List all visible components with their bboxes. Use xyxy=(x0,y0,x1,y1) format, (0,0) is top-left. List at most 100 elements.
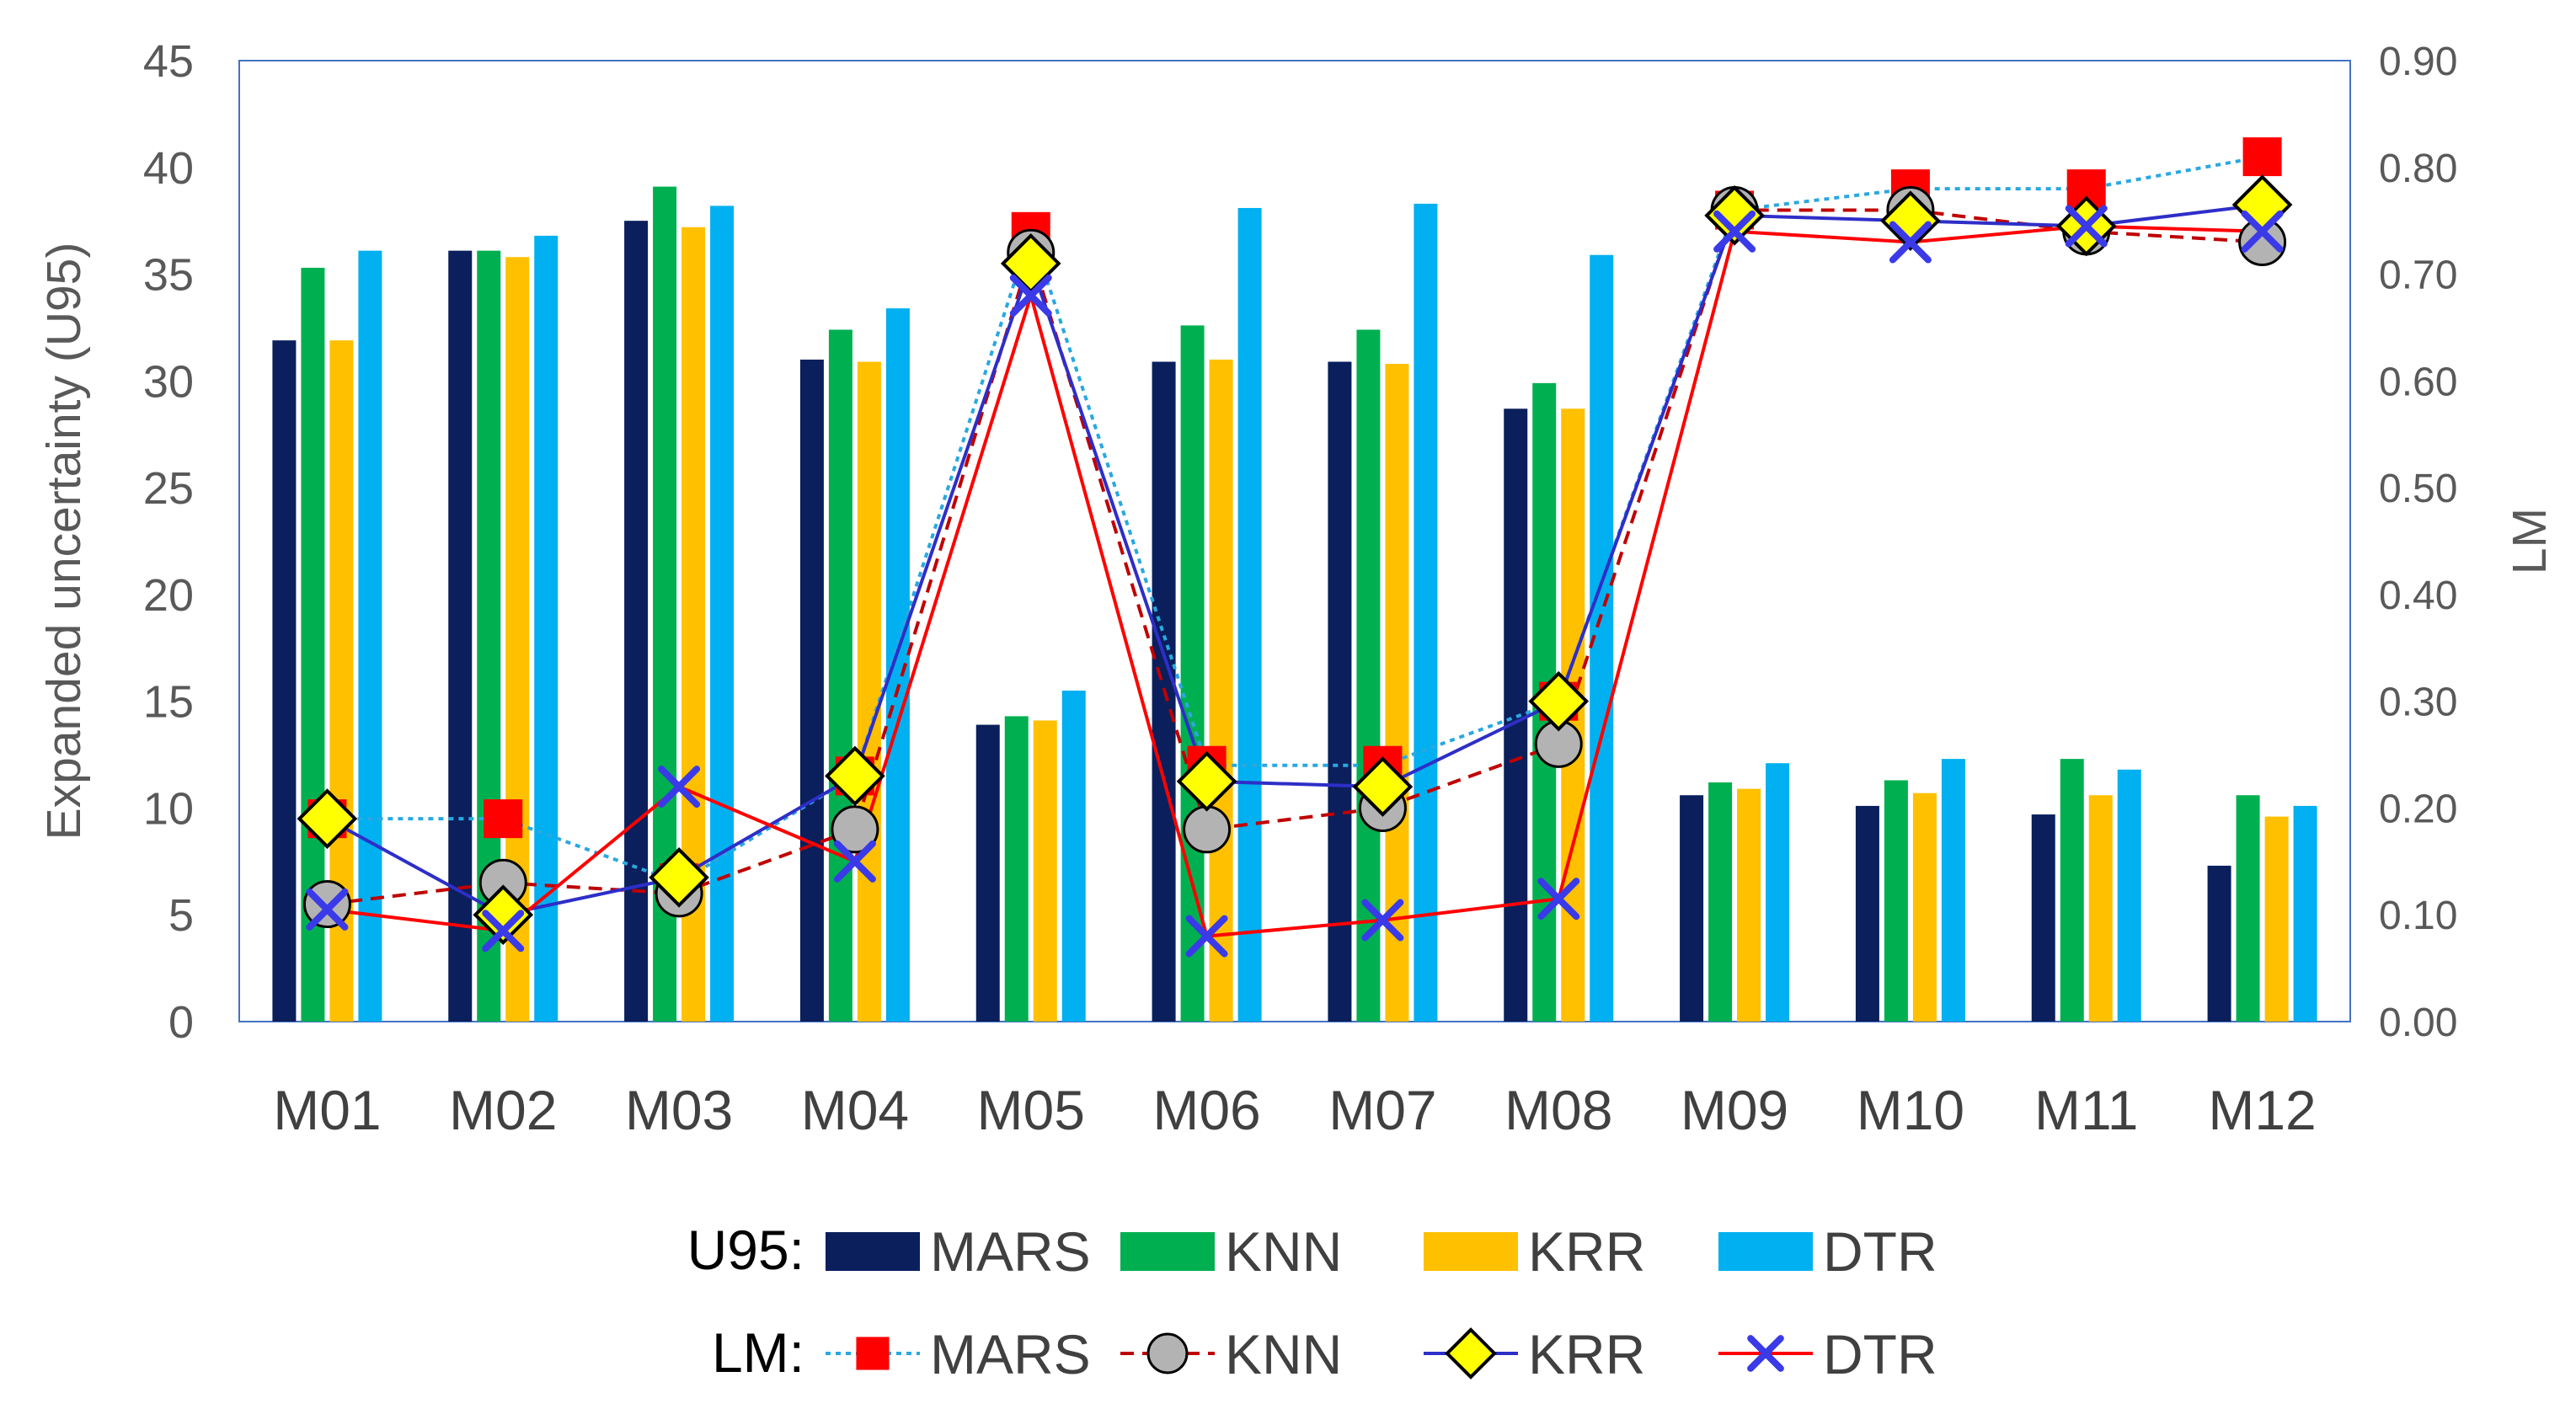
legend-label-bar-krr: KRR xyxy=(1528,1220,1645,1283)
point-krr-m07 xyxy=(1352,756,1414,817)
point-krr-m12 xyxy=(2231,174,2293,235)
bar-krr-m09 xyxy=(1737,788,1761,1022)
y2-tick-label: 0.20 xyxy=(2379,787,2457,831)
bar-mars-m02 xyxy=(448,250,473,1022)
point-dtr-m03 xyxy=(658,766,701,809)
y2-tick-label: 0.90 xyxy=(2379,40,2457,84)
bar-mars-m10 xyxy=(1855,805,1879,1022)
bar-mars-m01 xyxy=(272,340,297,1022)
point-dtr-m09 xyxy=(1713,210,1756,253)
y2-tick-label: 0.70 xyxy=(2379,254,2457,298)
legend-swatch-bar-mars xyxy=(826,1232,920,1271)
point-dtr-m05 xyxy=(1009,274,1052,317)
bar-mars-m08 xyxy=(1504,408,1528,1022)
point-dtr-m12 xyxy=(2241,210,2284,253)
plot-area xyxy=(238,60,2351,1022)
x-tick-label: M12 xyxy=(2208,1079,2316,1141)
y2-tick-label: 0.00 xyxy=(2379,1001,2457,1045)
y-tick-label: 35 xyxy=(143,250,194,301)
x-tick-label: M09 xyxy=(1681,1079,1788,1141)
point-dtr-m04 xyxy=(833,840,876,883)
point-krr-m04 xyxy=(825,745,885,807)
bar-knn-m04 xyxy=(828,329,852,1022)
line-mars xyxy=(327,155,2263,885)
x-tick-label: M03 xyxy=(625,1079,733,1141)
legend-label-line-mars: MARS xyxy=(930,1323,1091,1385)
legend-swatch-bar-krr xyxy=(1424,1232,1518,1271)
bar-knn-m05 xyxy=(1004,716,1029,1022)
bar-mars-m12 xyxy=(2207,865,2231,1022)
point-krr-m01 xyxy=(297,788,358,849)
legend-marker-krr xyxy=(1445,1327,1497,1380)
legend: U95: MARS KNN KRR DTR LM: MARS KNN KRR DTR xyxy=(687,1219,1937,1385)
bar-dtr-m10 xyxy=(1941,759,1965,1022)
y-tick-label: 25 xyxy=(143,463,194,514)
y2-tick-label: 0.50 xyxy=(2379,467,2457,511)
x-tick-label: M01 xyxy=(273,1079,381,1141)
bar-krr-m12 xyxy=(2264,816,2289,1022)
legend-line-prefix: LM: xyxy=(712,1321,804,1384)
bar-dtr-m12 xyxy=(2293,805,2317,1022)
plot-border xyxy=(238,60,2351,1022)
x-tick-label: M02 xyxy=(449,1079,557,1141)
bar-knn-m06 xyxy=(1180,325,1205,1022)
bar-krr-m10 xyxy=(1912,793,1937,1022)
legend-marker-knn xyxy=(1146,1332,1189,1374)
line-dtr xyxy=(327,224,2263,938)
point-krr-m08 xyxy=(1528,670,1590,732)
point-dtr-m07 xyxy=(1361,899,1404,942)
y-tick-label: 5 xyxy=(168,890,194,941)
line-krr xyxy=(326,203,2263,917)
legend-label-bar-knn: KNN xyxy=(1225,1220,1342,1283)
legend-marker-mars xyxy=(856,1337,890,1370)
point-dtr-m08 xyxy=(1537,878,1580,921)
y-tick-label: 15 xyxy=(143,677,194,728)
bar-dtr-m01 xyxy=(358,250,382,1022)
point-knn-m06 xyxy=(1183,805,1232,854)
point-dtr-m10 xyxy=(1889,221,1932,264)
x-tick-label: M04 xyxy=(801,1079,909,1141)
legend-swatch-bar-dtr xyxy=(1718,1232,1813,1271)
bar-dtr-m11 xyxy=(2117,769,2141,1022)
bar-dtr-m06 xyxy=(1237,207,1262,1022)
bar-krr-m05 xyxy=(1033,720,1057,1022)
legend-label-line-dtr: DTR xyxy=(1823,1323,1937,1385)
bar-dtr-m03 xyxy=(710,205,735,1022)
bar-knn-m12 xyxy=(2236,795,2260,1022)
bar-dtr-m05 xyxy=(1061,690,1086,1022)
x-tick-label: M05 xyxy=(977,1079,1085,1141)
y-tick-label: 30 xyxy=(143,356,194,407)
bar-mars-m11 xyxy=(2031,814,2055,1022)
bar-mars-m03 xyxy=(624,221,649,1022)
y-tick-label: 45 xyxy=(143,36,194,87)
point-krr-m02 xyxy=(473,884,534,946)
legend-label-bar-mars: MARS xyxy=(930,1220,1091,1283)
point-knn-m04 xyxy=(831,805,879,854)
bar-krr-m11 xyxy=(2088,795,2113,1022)
legend-swatch-bar-knn xyxy=(1120,1232,1215,1271)
y2-tick-label: 0.80 xyxy=(2379,147,2457,191)
point-mars-m12 xyxy=(2242,137,2282,177)
bar-knn-m10 xyxy=(1884,780,1908,1022)
point-krr-m10 xyxy=(1880,190,1941,251)
y2-tick-label: 0.60 xyxy=(2379,360,2457,404)
bar-mars-m05 xyxy=(975,724,1000,1022)
line-series-group xyxy=(297,137,2293,958)
x-tick-label: M10 xyxy=(1857,1079,1964,1141)
legend-label-line-knn: KNN xyxy=(1225,1323,1342,1385)
y2-axis-title: LM xyxy=(2503,508,2557,574)
bar-mars-m09 xyxy=(1680,795,1704,1022)
bar-krr-m06 xyxy=(1209,359,1233,1022)
x-tick-label: M06 xyxy=(1152,1079,1260,1141)
y-tick-label: 20 xyxy=(143,570,194,621)
bar-dtr-m07 xyxy=(1414,203,1438,1022)
bar-krr-m04 xyxy=(857,361,881,1022)
bar-knn-m09 xyxy=(1708,782,1733,1022)
point-dtr-m01 xyxy=(306,888,349,931)
legend-bar-prefix: U95: xyxy=(687,1219,804,1281)
bar-mars-m04 xyxy=(799,359,824,1022)
y2-tick-label: 0.10 xyxy=(2379,894,2457,938)
x-tick-label: M11 xyxy=(2034,1079,2139,1141)
y2-tick-label: 0.30 xyxy=(2379,680,2457,725)
